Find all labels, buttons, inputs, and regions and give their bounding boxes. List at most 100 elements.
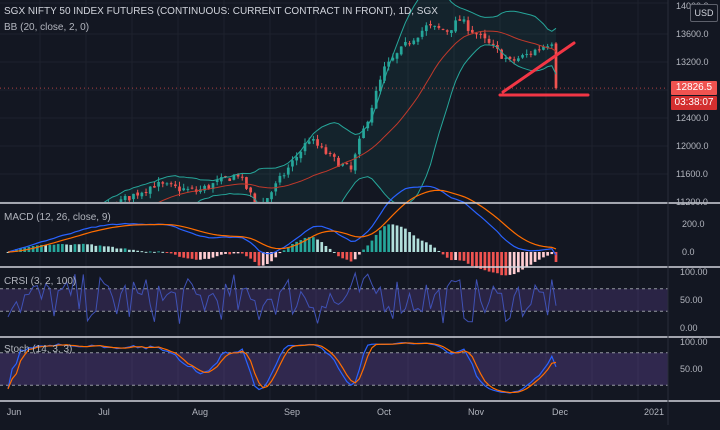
candle-body (508, 56, 512, 59)
crsi-legend[interactable]: CRSI (3, 2, 100) (4, 276, 77, 287)
candle-body (123, 195, 127, 201)
crsi-pane[interactable] (0, 271, 668, 324)
candle-body (240, 176, 244, 178)
macd-histogram-bar (525, 252, 529, 267)
macd-histogram-bar (157, 251, 160, 253)
candle-body (554, 43, 558, 89)
macd-histogram-bar (362, 249, 365, 252)
candle-body (278, 175, 282, 183)
candle-body (270, 192, 273, 200)
macd-histogram-bar (454, 252, 457, 260)
bb-indicator-legend[interactable]: BB (20, close, 2, 0) (4, 22, 90, 33)
macd-histogram-bar (337, 252, 340, 257)
macd-histogram-bar (312, 237, 315, 252)
macd-histogram-bar (119, 248, 123, 252)
macd-histogram-bar (529, 252, 533, 265)
macd-legend[interactable]: MACD (12, 26, close, 9) (4, 212, 111, 223)
candle-body (324, 147, 328, 154)
candle-body (512, 59, 516, 61)
candle-body (236, 174, 240, 177)
macd-histogram-bar (404, 228, 407, 252)
candle-body (450, 30, 453, 33)
macd-histogram-bar (270, 252, 273, 262)
currency-badge[interactable]: USD (690, 4, 718, 22)
candle-body (341, 163, 345, 166)
crsi-axis-label: 50.00 (680, 295, 703, 305)
macd-histogram-bar (307, 237, 311, 252)
macd-histogram-bar (65, 244, 68, 252)
candle-body (182, 188, 186, 191)
macd-histogram-bar (395, 225, 399, 252)
candle-body (529, 53, 533, 55)
macd-histogram-bar (374, 234, 378, 252)
candle-body (475, 33, 478, 35)
stoch-axis-label: 100.00 (680, 337, 708, 347)
macd-histogram-bar (286, 247, 290, 252)
macd-histogram-bar (86, 244, 89, 252)
macd-histogram-bar (370, 240, 374, 252)
macd-histogram-bar (353, 252, 357, 260)
candle-body (245, 177, 248, 189)
macd-histogram-bar (224, 252, 227, 254)
crsi-line (7, 271, 557, 324)
macd-histogram-bar (169, 252, 173, 254)
macd-histogram-bar (303, 237, 307, 252)
macd-histogram-bar (429, 244, 432, 252)
candle-body (521, 55, 524, 58)
candle-body (383, 66, 386, 81)
macd-histogram-bar (316, 239, 319, 252)
macd-histogram-bar (40, 244, 43, 252)
macd-histogram-bar (165, 252, 169, 253)
macd-histogram-bar (173, 252, 177, 255)
macd-histogram-bar (420, 240, 424, 252)
candle-body (362, 128, 365, 139)
candle-body (408, 43, 411, 45)
candle-body (228, 178, 232, 182)
trendline-drawings[interactable] (0, 41, 668, 97)
stoch-legend[interactable]: Stoch (14, 3, 3) (4, 344, 73, 355)
symbol-title[interactable]: SGX NIFTY 50 INDEX FUTURES (CONTINUOUS: … (4, 6, 438, 17)
macd-histogram-bar (194, 252, 198, 260)
candle-body (303, 143, 307, 152)
macd-histogram-bar (211, 252, 215, 258)
candle-body (266, 198, 269, 202)
macd-histogram-bar (6, 252, 10, 253)
macd-histogram-bar (245, 252, 248, 257)
candle-body (525, 54, 529, 56)
time-axis[interactable]: Jun Jul Aug Sep Oct Nov Dec 2021 (7, 407, 664, 417)
time-axis-label: Nov (468, 407, 485, 417)
candle-body (358, 138, 361, 155)
candle-body (387, 61, 391, 67)
macd-histogram-bar (517, 252, 520, 273)
macd-histogram-bar (240, 252, 244, 254)
macd-histogram-bar (458, 252, 462, 261)
macd-histogram-bar (219, 252, 223, 255)
macd-histogram-bar (207, 252, 211, 259)
time-axis-label: Oct (377, 407, 392, 417)
macd-histogram-bar (542, 252, 545, 258)
macd-pane[interactable] (6, 185, 558, 276)
candle-body (479, 33, 483, 35)
macd-histogram-bar (437, 250, 441, 252)
time-axis-label: Jul (98, 407, 110, 417)
candle-body (504, 57, 508, 59)
macd-histogram-bar (35, 245, 39, 252)
macd-histogram-bar (98, 245, 102, 252)
macd-histogram-bar (554, 252, 558, 262)
macd-histogram-bar (48, 244, 52, 252)
macd-histogram-bar (462, 252, 466, 261)
stoch-pane[interactable] (0, 342, 668, 394)
candle-body (537, 49, 541, 51)
macd-histogram-bar (127, 249, 131, 252)
candle-body (424, 25, 428, 32)
macd-histogram-bar (391, 224, 395, 252)
bb-upper-line (103, 0, 557, 202)
stoch-d-line (7, 342, 557, 394)
macd-histogram-bar (349, 252, 353, 262)
macd-histogram-bar (383, 226, 386, 252)
macd-histogram-bar (111, 246, 114, 252)
